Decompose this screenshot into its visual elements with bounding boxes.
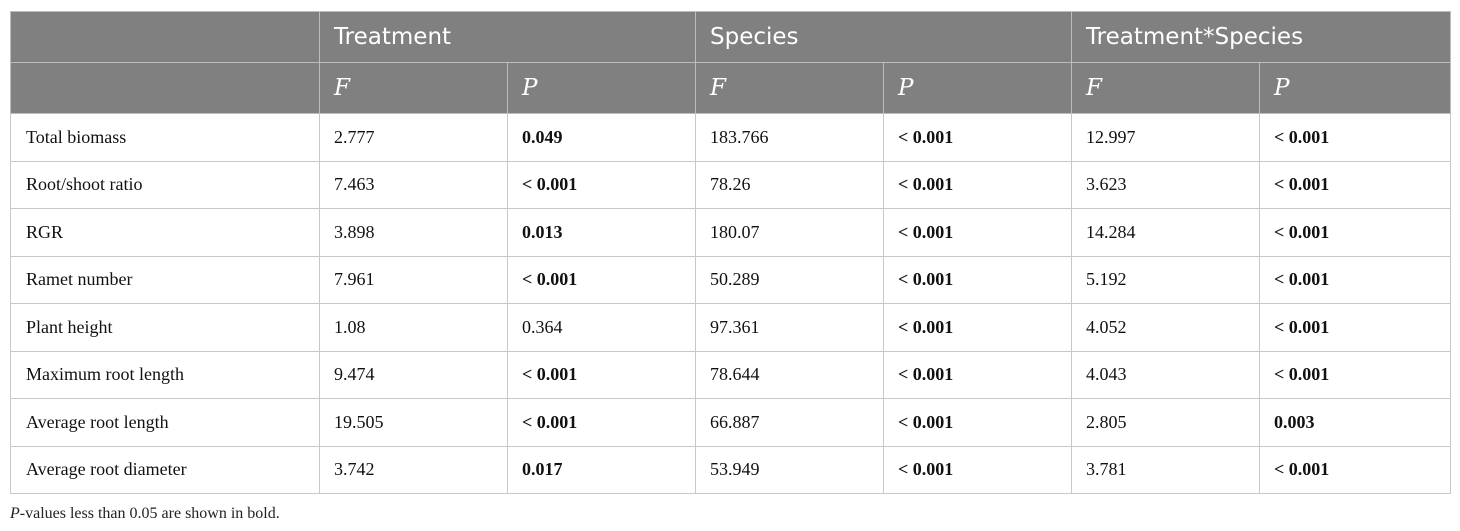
f-value-cell: 7.961 bbox=[319, 255, 508, 304]
f-value-cell: 180.07 bbox=[695, 208, 885, 257]
p-value-cell: < 0.001 bbox=[1259, 303, 1452, 352]
p-value-cell: < 0.001 bbox=[1259, 160, 1452, 209]
f-value-cell: 50.289 bbox=[695, 255, 885, 304]
f-value-cell: 14.284 bbox=[1071, 208, 1261, 257]
f-value-cell: 3.781 bbox=[1071, 445, 1261, 494]
header-group-interaction: Treatment*Species bbox=[1071, 11, 1452, 63]
f-value-cell: 9.474 bbox=[319, 350, 508, 399]
p-value-cell: < 0.001 bbox=[883, 398, 1073, 447]
table-body: Total biomass 2.777 0.049 183.766 < 0.001 12.… bbox=[10, 113, 1452, 494]
p-value-cell: < 0.001 bbox=[506, 398, 697, 447]
f-value-cell: 183.766 bbox=[695, 113, 885, 162]
f-value-cell: 1.08 bbox=[319, 303, 508, 352]
header-group-row: Treatment Species Treatment*Species bbox=[10, 11, 1452, 63]
table-footnote: P-values less than 0.05 are shown in bol… bbox=[10, 505, 280, 523]
header-sub-p: P bbox=[506, 62, 697, 114]
f-value-cell: 7.463 bbox=[319, 160, 508, 209]
row-label: Average root diameter bbox=[10, 445, 320, 494]
p-value-cell: < 0.001 bbox=[883, 255, 1073, 304]
f-value-cell: 3.898 bbox=[319, 208, 508, 257]
row-label: Root/shoot ratio bbox=[10, 160, 320, 209]
p-value-cell: < 0.001 bbox=[1259, 445, 1452, 494]
table-header: Treatment Species Treatment*Species F P … bbox=[10, 11, 1452, 114]
f-value-cell: 2.777 bbox=[319, 113, 508, 162]
p-value-cell: < 0.001 bbox=[883, 113, 1073, 162]
p-value-cell: < 0.001 bbox=[506, 255, 697, 304]
header-group-species: Species bbox=[695, 11, 1073, 63]
p-value-cell: 0.003 bbox=[1259, 398, 1452, 447]
header-sub-row: F P F P F P bbox=[10, 62, 1452, 114]
f-value-cell: 12.997 bbox=[1071, 113, 1261, 162]
f-value-cell: 53.949 bbox=[695, 445, 885, 494]
table-row: Average root diameter 3.742 0.017 53.949 < 0… bbox=[10, 445, 1452, 494]
p-value-cell: 0.049 bbox=[506, 113, 697, 162]
anova-table-container: Treatment Species Treatment*Species F P … bbox=[10, 11, 1452, 494]
f-value-cell: 3.742 bbox=[319, 445, 508, 494]
header-sub-f: F bbox=[1071, 62, 1261, 114]
table-row: Average root length 19.505 < 0.001 66.887 < … bbox=[10, 398, 1452, 447]
header-sub-f: F bbox=[319, 62, 508, 114]
row-label: Ramet number bbox=[10, 255, 320, 304]
footnote-italic-p: P bbox=[10, 505, 20, 522]
p-value-cell: < 0.001 bbox=[1259, 350, 1452, 399]
f-value-cell: 2.805 bbox=[1071, 398, 1261, 447]
header-sub-p: P bbox=[883, 62, 1073, 114]
table-row: Root/shoot ratio 7.463 < 0.001 78.26 < 0.001… bbox=[10, 160, 1452, 209]
table-row: Maximum root length 9.474 < 0.001 78.644 < 0… bbox=[10, 350, 1452, 399]
p-value-cell: < 0.001 bbox=[883, 303, 1073, 352]
f-value-cell: 66.887 bbox=[695, 398, 885, 447]
f-value-cell: 97.361 bbox=[695, 303, 885, 352]
p-value-cell: < 0.001 bbox=[883, 160, 1073, 209]
header-group-treatment: Treatment bbox=[318, 11, 697, 63]
p-value-cell: 0.017 bbox=[506, 445, 697, 494]
table-row: Plant height 1.08 0.364 97.361 < 0.001 4.052 <… bbox=[10, 303, 1452, 352]
f-value-cell: 3.623 bbox=[1071, 160, 1261, 209]
row-label: Maximum root length bbox=[10, 350, 320, 399]
f-value-cell: 4.043 bbox=[1071, 350, 1261, 399]
p-value-cell: 0.364 bbox=[506, 303, 697, 352]
header-sub-f: F bbox=[695, 62, 885, 114]
row-label: RGR bbox=[10, 208, 320, 257]
row-label: Plant height bbox=[10, 303, 320, 352]
p-value-cell: 0.013 bbox=[506, 208, 697, 257]
f-value-cell: 78.26 bbox=[695, 160, 885, 209]
row-label: Average root length bbox=[10, 398, 320, 447]
row-label: Total biomass bbox=[10, 113, 320, 162]
table-row: Ramet number 7.961 < 0.001 50.289 < 0.001 5.1… bbox=[10, 255, 1452, 304]
p-value-cell: < 0.001 bbox=[1259, 208, 1452, 257]
p-value-cell: < 0.001 bbox=[506, 160, 697, 209]
p-value-cell: < 0.001 bbox=[1259, 255, 1452, 304]
p-value-cell: < 0.001 bbox=[1259, 113, 1452, 162]
header-sub-p: P bbox=[1259, 62, 1452, 114]
f-value-cell: 4.052 bbox=[1071, 303, 1261, 352]
footnote-text: -values less than 0.05 are shown in bold… bbox=[19, 505, 280, 522]
header-empty-corner-2 bbox=[10, 62, 320, 114]
p-value-cell: < 0.001 bbox=[506, 350, 697, 399]
p-value-cell: < 0.001 bbox=[883, 208, 1073, 257]
p-value-cell: < 0.001 bbox=[883, 350, 1073, 399]
anova-table: Treatment Species Treatment*Species F P … bbox=[10, 11, 1452, 494]
table-row: RGR 3.898 0.013 180.07 < 0.001 14.284 < 0.001 bbox=[10, 208, 1452, 257]
f-value-cell: 5.192 bbox=[1071, 255, 1261, 304]
f-value-cell: 78.644 bbox=[695, 350, 885, 399]
p-value-cell: < 0.001 bbox=[883, 445, 1073, 494]
f-value-cell: 19.505 bbox=[319, 398, 508, 447]
table-row: Total biomass 2.777 0.049 183.766 < 0.001 12.… bbox=[10, 113, 1452, 162]
header-empty-corner bbox=[10, 11, 320, 63]
